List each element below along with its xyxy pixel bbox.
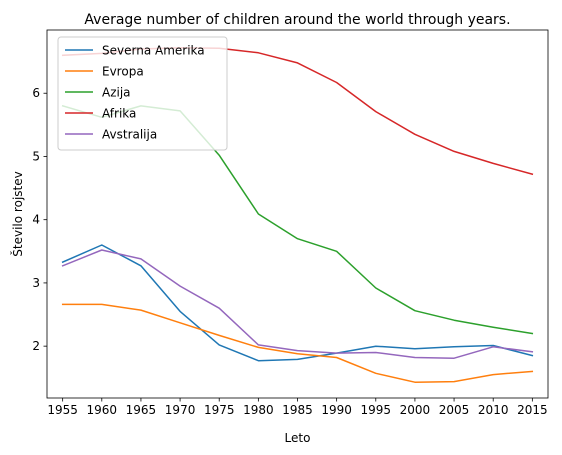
legend-box (57, 36, 228, 151)
x-tick-label: 1970 (165, 403, 196, 417)
x-tick-label: 1990 (321, 403, 352, 417)
y-tick-label: 2 (32, 339, 40, 353)
x-tick-label: 1995 (361, 403, 392, 417)
y-axis-label: Število rojstev (10, 171, 25, 256)
legend: Severna Amerika Evropa Azija Afrika Avstrali… (57, 36, 228, 151)
chart-title: Average number of children around the wo… (84, 12, 510, 28)
y-tick-label: 5 (32, 149, 40, 163)
series-line-avstralija (61, 249, 534, 359)
x-tick-label: 1960 (87, 403, 118, 417)
series-line-evropa (61, 303, 534, 383)
legend-label: Afrika (102, 107, 136, 121)
x-tick-label: 1955 (47, 403, 78, 417)
y-tick-label: 4 (32, 213, 40, 227)
x-tick-label: 1975 (204, 403, 235, 417)
x-tick-label: 1965 (126, 403, 157, 417)
y-axis: 2 3 4 5 6 (32, 86, 47, 353)
x-tick-label: 1985 (282, 403, 313, 417)
x-tick-label: 2005 (439, 403, 470, 417)
legend-label: Azija (102, 86, 131, 100)
x-tick-label: 2000 (400, 403, 431, 417)
series-line-severna-amerika (61, 244, 534, 362)
legend-label: Avstralija (102, 128, 157, 142)
y-tick-label: 3 (32, 276, 40, 290)
x-tick-label: 2015 (517, 403, 548, 417)
x-axis: 1955 1960 1965 1970 1975 1980 1985 1990 1995 2000… (47, 398, 548, 417)
legend-label: Evropa (102, 65, 144, 79)
legend-label: Severna Amerika (102, 44, 205, 58)
x-tick-label: 1980 (243, 403, 274, 417)
y-tick-label: 6 (32, 86, 40, 100)
x-tick-label: 2010 (478, 403, 509, 417)
x-axis-label: Leto (285, 431, 311, 445)
